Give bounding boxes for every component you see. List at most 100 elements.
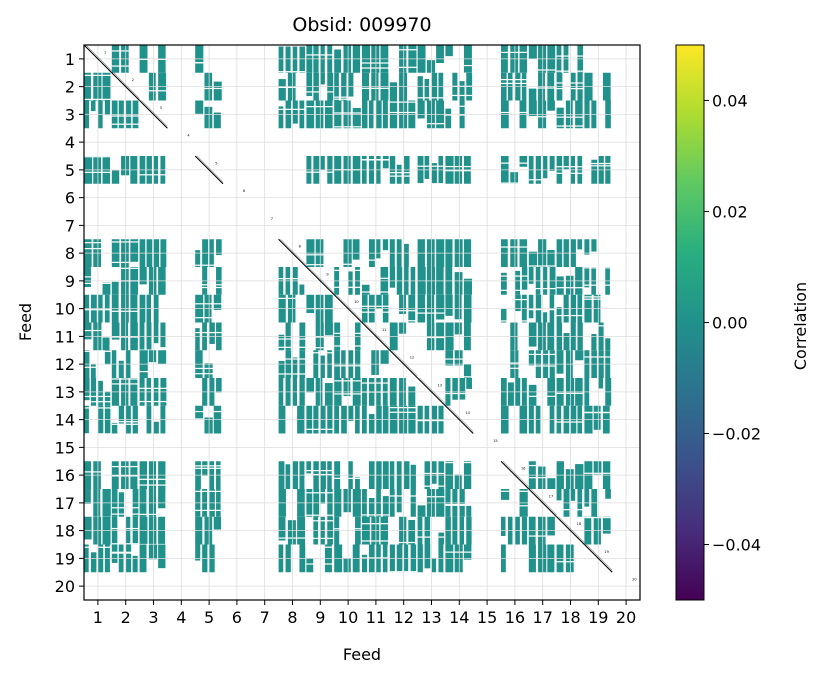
cell-stripe — [195, 544, 201, 561]
cell-stripe — [382, 496, 389, 517]
cell-stripe — [343, 558, 351, 573]
diagonal-label-17: 17 — [549, 494, 553, 498]
cell-stripe — [195, 100, 204, 114]
cell-stripe — [306, 378, 315, 393]
cell-stripe — [408, 386, 416, 406]
cell-stripe — [343, 378, 351, 397]
cell-stripe — [584, 489, 590, 507]
cell-stripe — [195, 328, 200, 351]
cell-stripe — [417, 100, 425, 119]
cell-stripe — [368, 497, 375, 517]
cell-stripe — [459, 378, 466, 400]
x-tick-label-4: 4 — [176, 608, 186, 627]
y-axis-label: Feed — [16, 303, 35, 341]
cell-stripe — [431, 461, 437, 484]
cell-stripe — [118, 492, 124, 517]
cell-stripe — [121, 156, 130, 176]
cell-stripe — [320, 156, 325, 170]
cell-stripe — [104, 350, 111, 365]
x-axis-label: Feed — [343, 645, 381, 664]
x-tick-label-7: 7 — [260, 608, 270, 627]
diagonal-shade-feed3 — [141, 100, 168, 127]
cell-stripe — [408, 519, 416, 545]
cell-stripe — [148, 350, 157, 363]
diagonal-label-2: 2 — [132, 78, 134, 82]
cell-stripe — [375, 239, 381, 259]
cell-stripe — [424, 156, 430, 179]
diagonal-shade-feed2 — [113, 72, 140, 99]
cell-stripe — [445, 294, 453, 316]
cell-stripe — [348, 271, 353, 295]
y-tick-label-1: 1 — [65, 50, 75, 69]
y-tick-label-11: 11 — [55, 327, 75, 346]
colorbar-ticks: −0.04 −0.02 0.00 0.02 0.04 — [704, 92, 761, 555]
cell-stripe — [299, 284, 305, 295]
cell-stripe — [216, 378, 222, 393]
cell-stripe — [452, 378, 458, 400]
y-tick-label-13: 13 — [55, 383, 75, 402]
grid-lines — [84, 45, 640, 600]
cell-stripe — [510, 172, 519, 184]
cell-stripe — [556, 107, 564, 129]
cell-stripe — [375, 294, 382, 309]
cell-stripe — [216, 239, 222, 256]
cell-stripe — [306, 72, 313, 97]
cell-stripe — [454, 474, 462, 489]
cell-stripe — [371, 350, 379, 375]
cell-stripe — [547, 249, 555, 267]
cell-stripe — [324, 322, 333, 336]
y-tick-label-18: 18 — [55, 522, 75, 541]
diagonal-line-feed11 — [361, 322, 391, 351]
cell-stripe — [380, 350, 389, 365]
cell-stripe — [463, 278, 472, 295]
cell-stripe — [403, 243, 409, 267]
cell-stripe — [111, 170, 120, 184]
cell-stripe — [292, 357, 298, 378]
cell-stripe — [382, 239, 389, 251]
cell-stripe — [591, 333, 597, 351]
diagonal-line-feed8 — [278, 238, 307, 268]
y-tick-label-4: 4 — [65, 133, 75, 152]
y-tick-label-17: 17 — [55, 494, 75, 513]
cell-stripe — [436, 294, 445, 320]
cell-stripe — [90, 552, 97, 573]
cell-stripe — [438, 532, 444, 545]
cell-stripe — [556, 276, 564, 295]
cell-stripe — [285, 464, 291, 489]
diagonal-line-feed3 — [139, 100, 168, 129]
cell-stripe — [158, 544, 166, 569]
cell-stripe — [90, 363, 96, 378]
cell-stripe — [454, 322, 462, 335]
cell-stripe — [463, 364, 472, 378]
y-tick-label-12: 12 — [55, 355, 75, 374]
cell-stripe — [410, 464, 416, 489]
colorbar-label: Correlation — [791, 282, 810, 370]
diagonal-label-7: 7 — [271, 217, 273, 221]
diagonal-label-1: 1 — [104, 50, 106, 54]
diagonal-line-feed19 — [584, 544, 613, 573]
cell-feed8-feed19 — [584, 239, 597, 255]
diagonal-label-8: 8 — [299, 245, 301, 249]
cell-stripe — [389, 82, 398, 101]
diagonal-label-20: 20 — [632, 578, 636, 582]
cell-stripe — [118, 405, 125, 424]
colorbar-tick-label-2: 0.00 — [712, 314, 748, 333]
diagonal-line-feed18 — [556, 516, 585, 545]
diagonal-line-feed9 — [306, 266, 335, 296]
diagonal-label-13: 13 — [438, 383, 442, 387]
y-tick-label-9: 9 — [65, 272, 75, 291]
cell-stripe — [118, 360, 124, 378]
plot-frame — [83, 44, 641, 601]
cell-stripe — [528, 100, 537, 116]
cell-stripe — [84, 516, 92, 540]
diagonal-shade-feed1 — [85, 45, 112, 71]
cell-stripe — [355, 477, 360, 489]
cell-stripe — [528, 251, 538, 267]
x-tick-label-14: 14 — [449, 608, 469, 627]
cell-stripe — [102, 282, 111, 295]
cell-stripe — [362, 554, 368, 573]
cell-stripe — [111, 544, 118, 563]
cell-stripe — [104, 391, 111, 406]
